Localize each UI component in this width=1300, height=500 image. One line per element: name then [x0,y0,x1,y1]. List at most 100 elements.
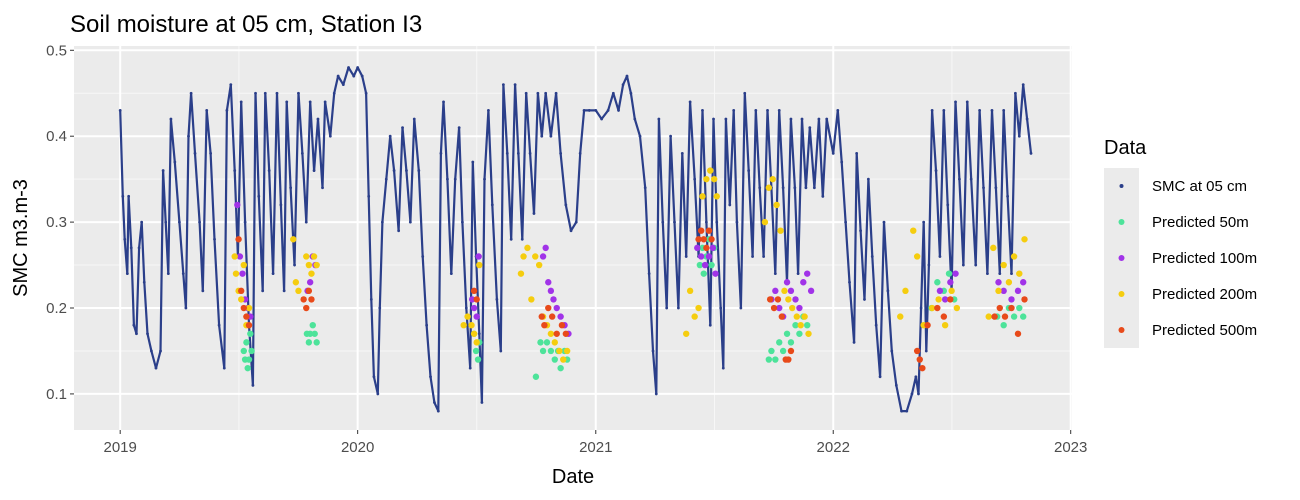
data-point [954,100,957,104]
data-point [169,117,173,121]
data-point [542,244,549,252]
data-point [919,364,926,372]
data-point [243,339,250,346]
data-point [792,321,799,329]
data-point [686,287,694,295]
data-point [684,255,688,258]
data-point [694,244,701,252]
data-point [347,66,350,69]
data-point [578,151,582,155]
data-point [164,220,168,224]
data-point [1010,313,1018,320]
data-point [501,83,505,87]
data-point [766,109,769,112]
data-point [245,356,253,363]
data-point [236,253,244,260]
legend-label: Predicted 50m [1152,214,1249,231]
data-point [159,349,162,353]
data-point [945,270,953,277]
data-point [229,83,233,87]
data-point [633,117,637,121]
data-point [700,236,707,243]
data-point [719,306,723,310]
data-point [240,261,248,269]
data-point [184,306,188,310]
data-point [392,169,396,172]
data-point [914,375,918,379]
data-point [812,186,816,190]
data-point [781,186,785,190]
data-point [378,306,382,310]
data-point [707,167,714,174]
data-point [1014,287,1022,295]
data-point [712,270,719,277]
data-point [783,330,791,337]
data-point [557,364,564,372]
data-point [244,364,251,372]
data-point [958,177,961,181]
data-point [557,313,564,320]
data-point [804,186,808,190]
data-point [801,313,808,320]
data-point [303,304,310,312]
data-point [305,339,313,346]
data-point [476,261,483,269]
data-point [267,169,271,172]
data-point [460,321,467,329]
data-point [564,203,568,207]
data-point [1002,109,1006,112]
legend: Data SMC at 05 cm Predicted 50m Predicted … [1104,137,1257,348]
data-point [473,313,480,320]
series-smc-at-05-cm [118,66,1033,413]
data-point [673,220,676,224]
data-point [308,270,315,277]
data-point [475,253,482,260]
data-point [238,296,245,303]
data-point [135,332,138,336]
data-point [300,151,304,155]
data-point [787,339,795,346]
x-axis-title: Date [552,466,594,488]
data-point [878,375,882,379]
data-point [553,304,560,312]
data-point [341,83,345,87]
data-point [713,193,720,200]
data-point [582,109,586,112]
data-point [449,272,453,276]
data-point [520,253,527,260]
data-point [643,186,647,190]
data-point [535,261,543,269]
data-point [129,246,133,250]
data-point [825,117,829,121]
data-point [680,151,684,155]
data-point [705,253,713,260]
data-point [863,298,866,301]
data-point [306,279,314,286]
data-point [776,339,783,346]
data-point [140,220,144,224]
data-point [995,287,1002,295]
data-point [965,100,969,104]
data-point [773,201,780,209]
data-point [708,261,715,269]
data-point [499,349,503,353]
data-point [661,220,665,224]
data-point [913,347,921,355]
data-point [804,321,811,329]
data-point [209,151,213,155]
data-point [360,74,364,78]
data-point [308,100,312,104]
data-point [528,151,532,155]
data-point [238,287,245,295]
series-predicted-50m [240,236,1027,380]
data-point [217,323,221,327]
data-point [894,383,898,387]
data-point [235,236,242,243]
data-point [468,321,475,329]
data-point [935,296,942,303]
data-point [547,347,555,355]
data-point [783,279,791,286]
data-point [364,91,368,95]
data-point [520,237,524,241]
data-point [697,253,705,260]
